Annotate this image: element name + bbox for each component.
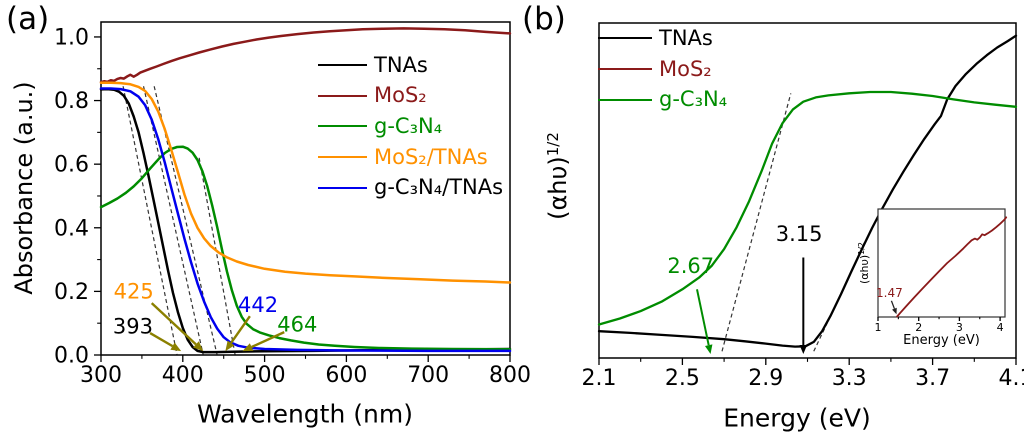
mos2-tauc-inset-annotation-1.47: 1.47 [876,286,903,300]
legend-line-swatch [598,98,652,101]
uvvis-absorbance-annotation-arrow-442-head [225,340,235,352]
uvvis-absorbance-x-tick-label: 600 [325,363,367,388]
uvvis-absorbance-annotation-arrow-464-shaft [251,331,285,349]
tauc-plot-x-tick-label: 2.9 [748,366,783,391]
uvvis-absorbance-series-MoS2 [99,27,512,84]
tauc-plot-x-tick-label: 2.1 [582,366,617,391]
uvvis-absorbance-y-tick-label: 0.4 [54,216,89,241]
legend-label: g-C₃N₄/TNAs [374,175,504,200]
tauc-plot-x-tick-label: 2.5 [665,366,700,391]
legend-label: MoS₂/TNAs [374,144,488,169]
uvvis-absorbance-x-tick-label: 400 [162,363,204,388]
uvvis-absorbance-series-g-C3N4/TNAs [99,87,512,353]
legend-label: g-C₃N₄ [374,113,443,138]
legend-item-MoS₂: MoS₂ [598,54,727,85]
legend-item-g-C₃N₄/TNAs: g-C₃N₄/TNAs [318,172,503,203]
uvvis-absorbance-y-tick-label: 0.6 [54,153,89,178]
legend-panel-b: TNAs MoS₂ g-C₃N₄ [598,23,727,115]
tauc-x-axis-title: Energy (eV) [723,403,871,433]
uvvis-absorbance-annotation-393: 393 [113,315,153,339]
mos2-tauc-inset-y-axis-title: (αhυ)1/2 [857,242,871,284]
mos2-tauc-inset-x-tick-label: 4 [997,321,1004,334]
absorbance-x-axis-title: Wavelength (nm) [197,399,413,429]
tauc-plot-annotation-arrow-2.67-shaft [696,289,710,346]
mos2-tauc-inset-frame [877,208,1006,318]
absorbance-y-axis-title: Absorbance (a.u.) [10,81,38,295]
uvvis-absorbance-y-tick-label: 1.0 [54,25,89,50]
panel-a-tag: (a) [6,1,50,37]
uvvis-absorbance-annotation-arrow-464-head [242,343,254,352]
mos2-tauc-inset-annotation-arrow-1.47-head [892,307,897,315]
uvvis-absorbance-tangent-line-0 [122,86,178,356]
absorbance-spectra-chart: 300 400 500 600 700 800 0.0 0.2 0.4 0.6 0.8 1.0 393 4… [54,21,530,388]
tauc-plot-chart: 2.1 2.5 2.9 3.3 3.7 4.1 2.67 3.15 1 2 3 4 1.47 Energy… [582,22,1024,391]
legend-line-swatch [318,94,367,97]
mos2-tauc-inset-annotation-arrow-1.47-shaft [890,300,896,309]
mos2-tauc-inset-series-MoS2 [896,216,1008,318]
legend-line-swatch [318,156,367,159]
legend-item-g-C₃N₄: g-C₃N₄ [598,85,727,116]
legend-item-MoS₂: MoS₂ [318,81,503,112]
tauc-plot-series-TNAs [597,34,1018,348]
uvvis-absorbance-annotation-464: 464 [277,312,317,336]
mos2-tauc-inset-x-axis-title: Energy (eV) [903,333,980,348]
tauc-y-axis-title: (αhυ)1/2 [544,132,572,220]
legend-label: g-C₃N₄ [659,87,728,112]
mos2-tauc-inset-x-tick-label: 3 [956,321,963,334]
uvvis-absorbance-series-g-C3N4 [99,145,512,351]
tauc-plot-annotation-arrow-3.15-head [799,344,808,354]
tauc-plot-series-g-C3N4 [597,90,1018,326]
mos2-tauc-inset-x-tick-label: 2 [915,321,922,334]
tauc-plot-x-tick-label: 3.3 [832,366,867,391]
legend-item-g-C₃N₄: g-C₃N₄ [318,111,503,142]
tauc-y-axis-title-base: (αhυ) [544,156,572,220]
legend-item-MoS₂/TNAs: MoS₂/TNAs [318,142,503,173]
uvvis-absorbance-annotation-arrow-425-head [193,341,204,352]
legend-line-swatch [318,186,367,189]
uvvis-absorbance-annotation-arrow-393-head [170,342,182,352]
legend-panel-a: TNAs MoS₂ g-C₃N₄ MoS₂/TNAs g-C₃N₄/TNAs [318,50,503,203]
uvvis-absorbance-series-TNAs [99,87,512,354]
legend-line-swatch [598,68,652,71]
uvvis-absorbance-y-tick-label: 0.8 [54,89,89,114]
legend-line-swatch [318,64,367,67]
legend-line-swatch [318,125,367,128]
uvvis-absorbance-y-tick-label: 0.2 [54,280,89,305]
uvvis-absorbance-annotation-arrow-425-shaft [150,302,197,346]
tauc-plot-x-tick-label: 4.1 [999,366,1024,391]
uvvis-absorbance-x-tick-label: 500 [244,363,286,388]
legend-label: MoS₂ [659,56,712,81]
panel-b-tag: (b) [522,1,566,37]
uvvis-absorbance-annotation-arrow-393-shaft [149,332,174,348]
uvvis-absorbance-tangent-line-1 [142,86,204,356]
uvvis-absorbance-x-tick-label: 700 [407,363,449,388]
legend-label: TNAs [374,52,428,77]
tauc-plot-annotation-arrow-2.67-head [705,344,713,354]
uvvis-absorbance-x-tick-label: 800 [489,363,530,388]
tauc-plot-annotation-2.67: 2.67 [667,254,714,278]
legend-item-TNAs: TNAs [318,50,503,81]
mos2-tauc-inset-x-tick-label: 1 [875,321,882,334]
uvvis-absorbance-annotation-442: 442 [238,293,278,317]
legend-label: TNAs [659,25,713,50]
uvvis-absorbance-series-MoS2/TNAs [99,81,512,284]
legend-line-swatch [598,37,652,40]
tauc-plot-annotation-3.15: 3.15 [776,222,823,246]
uvvis-absorbance-annotation-425: 425 [114,280,154,304]
uvvis-absorbance-y-tick-label: 0.0 [54,343,89,368]
legend-label: MoS₂ [374,83,427,108]
uvvis-absorbance-tangent-line-3 [198,157,236,356]
tauc-plot-tangent-line-0 [721,93,792,352]
tauc-plot-x-tick-label: 3.7 [915,366,950,391]
uvvis-absorbance-x-tick-label: 300 [80,363,122,388]
tauc-y-axis-title-exponent: 1/2 [544,132,562,157]
uvvis-absorbance-annotation-arrow-442-shaft [230,315,251,344]
legend-item-TNAs: TNAs [598,23,727,54]
